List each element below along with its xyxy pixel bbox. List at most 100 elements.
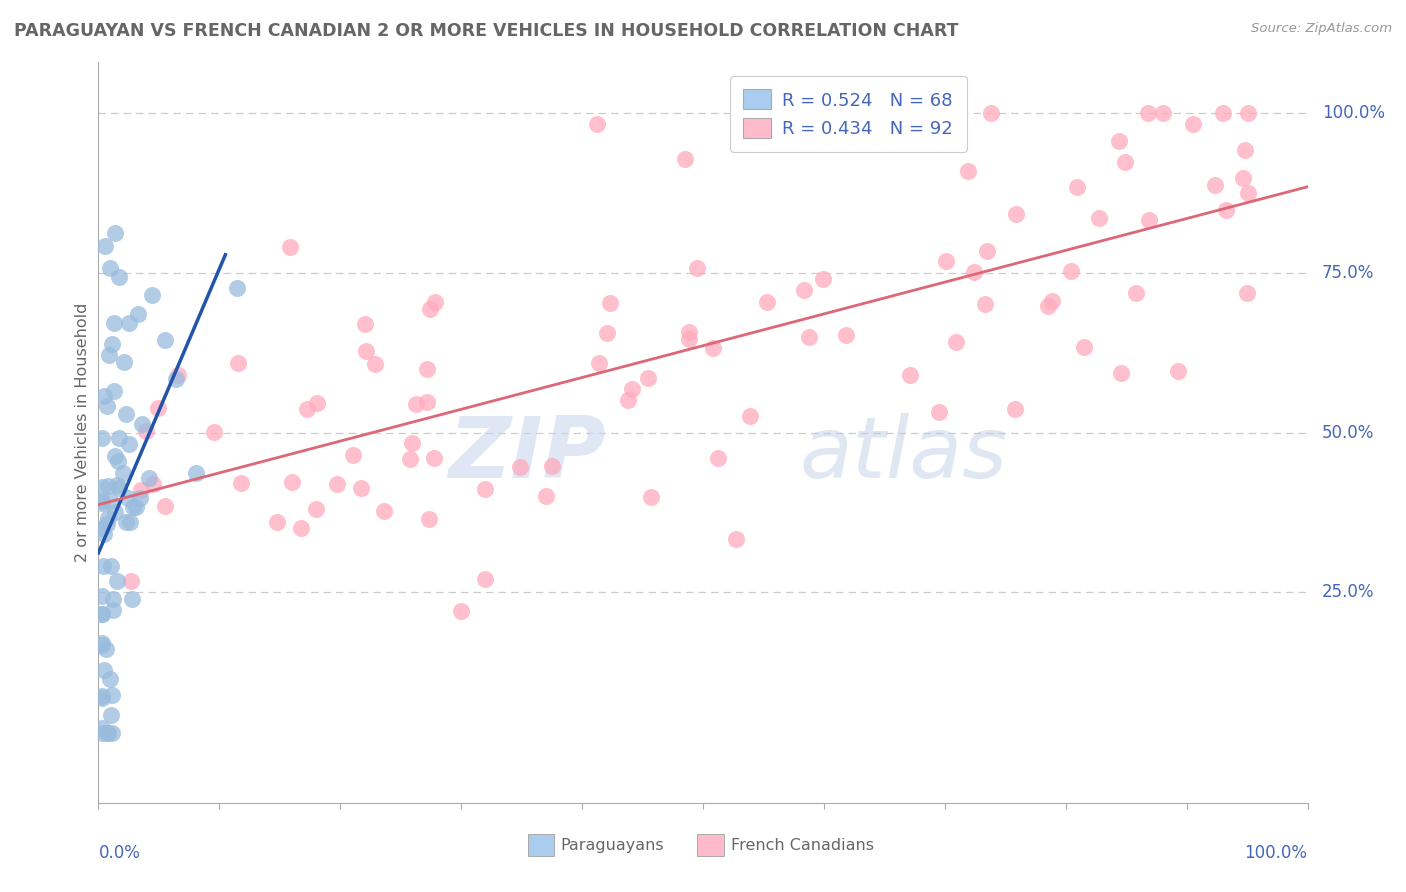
Text: 50.0%: 50.0% xyxy=(1322,424,1375,442)
Point xyxy=(97,511,120,525)
Point xyxy=(91,638,114,652)
Point xyxy=(122,500,145,515)
Point xyxy=(202,425,225,439)
Point xyxy=(419,302,441,317)
Point xyxy=(685,260,707,275)
Point xyxy=(585,117,607,131)
Point xyxy=(1152,106,1174,120)
Point xyxy=(640,490,662,504)
Point xyxy=(1073,340,1095,354)
Text: Source: ZipAtlas.com: Source: ZipAtlas.com xyxy=(1251,22,1392,36)
Point xyxy=(153,499,176,513)
Point xyxy=(295,401,318,416)
Point xyxy=(354,344,377,359)
Point xyxy=(755,294,778,309)
Point xyxy=(706,451,728,466)
Point xyxy=(114,516,136,530)
Point xyxy=(620,382,643,396)
Point xyxy=(101,591,124,606)
Text: 100.0%: 100.0% xyxy=(1322,104,1385,122)
Point xyxy=(93,239,115,253)
Point xyxy=(266,516,288,530)
Point xyxy=(96,517,118,532)
Point xyxy=(129,491,152,505)
Point xyxy=(103,384,125,398)
Point xyxy=(91,521,114,535)
Point xyxy=(534,489,557,503)
Point xyxy=(91,607,114,621)
Point xyxy=(1108,134,1130,148)
Point xyxy=(373,504,395,518)
Point xyxy=(1125,286,1147,301)
Point xyxy=(1038,300,1060,314)
Text: ZIP: ZIP xyxy=(449,413,606,496)
Point xyxy=(399,452,422,467)
Point xyxy=(278,240,301,254)
Point xyxy=(599,296,621,310)
Point xyxy=(973,297,995,311)
Point xyxy=(104,226,127,240)
Point xyxy=(105,477,128,491)
Point xyxy=(281,475,304,489)
Point xyxy=(107,453,129,467)
Point xyxy=(935,254,957,268)
Point xyxy=(401,436,423,450)
Point xyxy=(509,459,531,474)
Point xyxy=(1109,366,1132,380)
Point xyxy=(101,688,124,702)
Point xyxy=(678,326,700,340)
Point xyxy=(229,476,252,491)
Point xyxy=(96,399,118,413)
Point xyxy=(1088,211,1111,226)
Point xyxy=(1232,171,1254,186)
Point xyxy=(112,355,135,369)
Point xyxy=(956,163,979,178)
Point xyxy=(1236,286,1258,301)
Point xyxy=(91,607,114,621)
Point xyxy=(104,505,127,519)
Point xyxy=(416,362,439,376)
Point xyxy=(1066,180,1088,194)
Point xyxy=(120,574,142,589)
Point xyxy=(226,281,249,295)
Point xyxy=(97,479,120,493)
Point xyxy=(114,407,136,421)
Point xyxy=(1139,212,1161,227)
Point xyxy=(423,451,446,466)
Point xyxy=(112,466,135,480)
Point xyxy=(945,335,967,350)
Point xyxy=(98,261,121,276)
Point xyxy=(588,356,610,370)
Text: 0.0%: 0.0% xyxy=(98,844,141,862)
Point xyxy=(1182,117,1205,131)
Bar xyxy=(527,834,554,856)
Point xyxy=(120,515,142,529)
Point xyxy=(101,725,124,739)
Point xyxy=(142,477,165,491)
Point xyxy=(141,288,163,302)
Point xyxy=(793,283,815,297)
Point xyxy=(976,244,998,259)
Point xyxy=(121,591,143,606)
Point xyxy=(105,574,128,588)
Point xyxy=(91,636,114,650)
Point xyxy=(100,559,122,574)
Point xyxy=(405,397,427,411)
Point xyxy=(98,348,121,362)
Point xyxy=(928,405,950,419)
Point xyxy=(962,265,984,279)
Point xyxy=(364,357,387,371)
Point xyxy=(101,603,124,617)
Point xyxy=(1236,106,1258,120)
Point xyxy=(138,471,160,485)
Point xyxy=(835,327,858,342)
Point xyxy=(103,316,125,330)
Point xyxy=(184,467,207,481)
Point xyxy=(980,106,1002,120)
Point xyxy=(595,326,617,340)
Point xyxy=(104,450,127,464)
Point xyxy=(1215,203,1237,218)
Point xyxy=(100,707,122,722)
Point xyxy=(93,663,115,677)
Point xyxy=(148,401,170,416)
